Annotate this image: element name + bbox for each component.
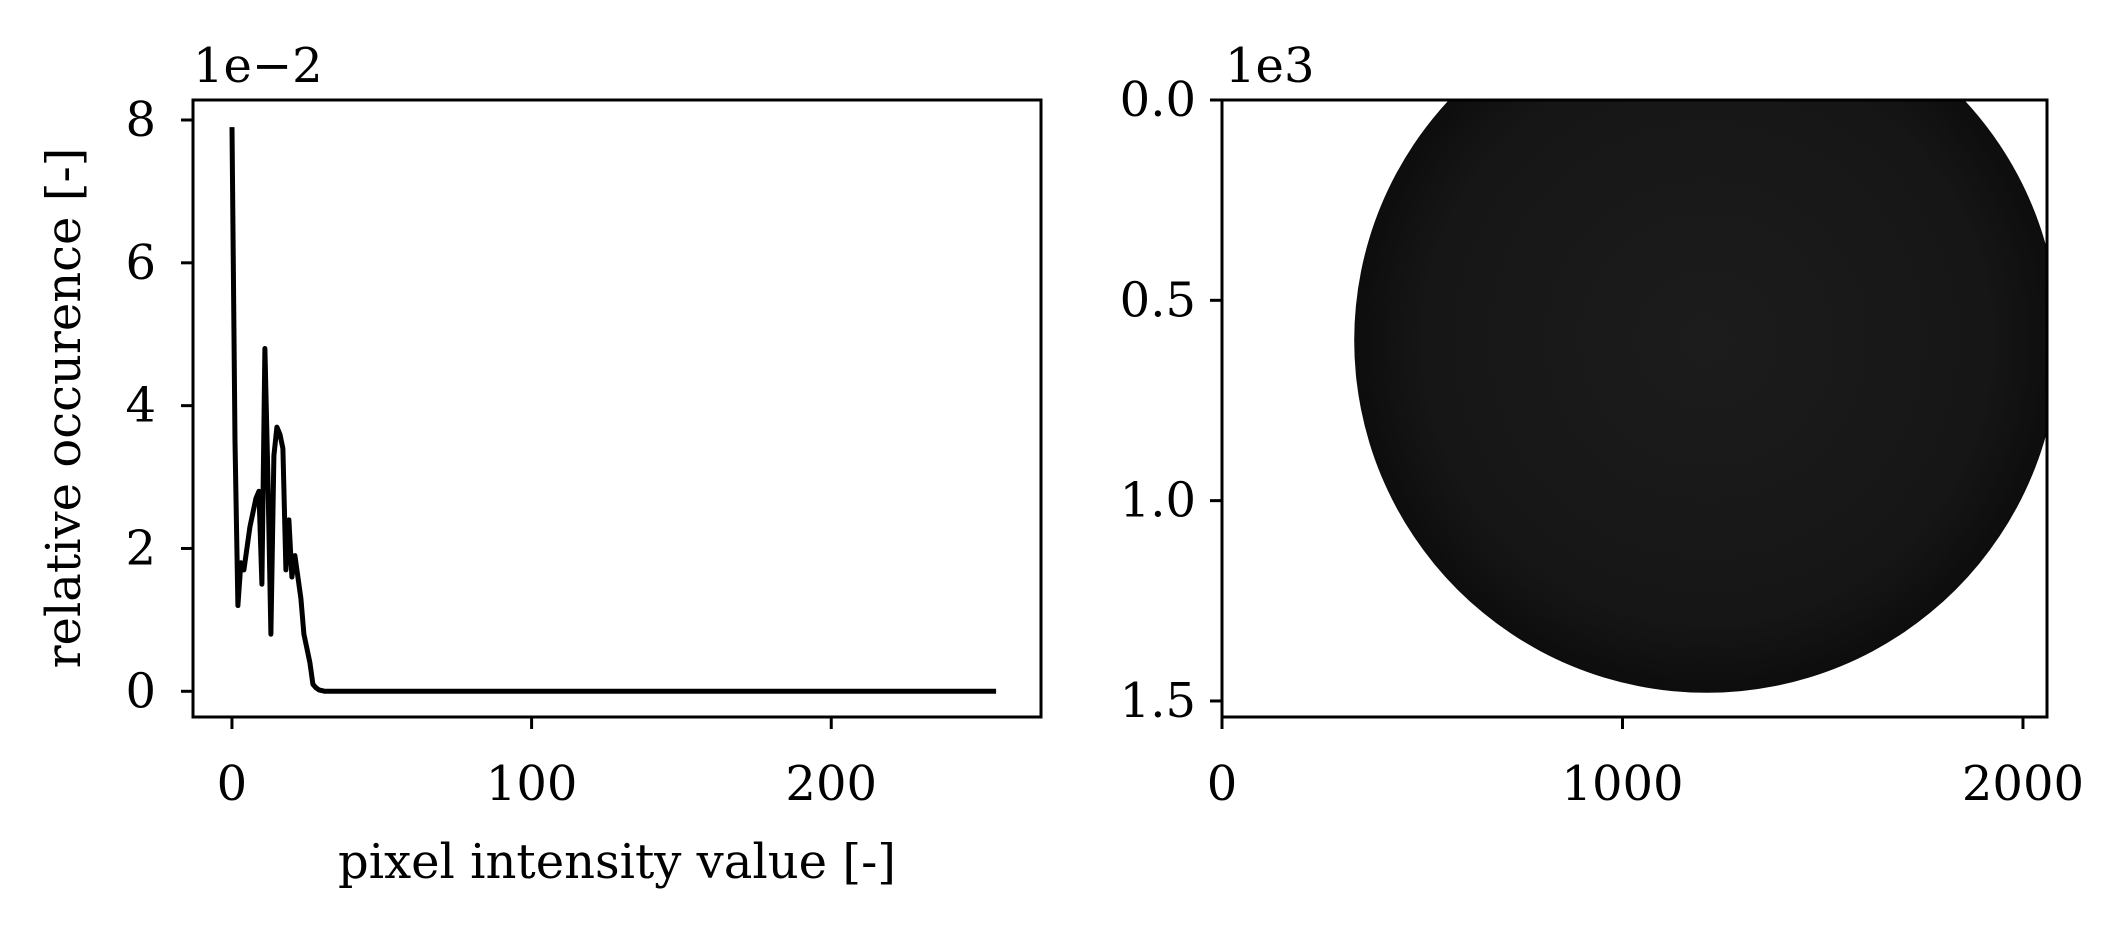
image-panel: 0 1000 2000 0.0 0.5 1.0 1.5 1e3	[1120, 38, 2084, 812]
histogram-y-offset-label: 1e−2	[193, 38, 323, 94]
image-offset-label: 1e3	[1225, 38, 1314, 94]
histogram-y-tick-label: 6	[125, 235, 156, 291]
histogram-series-line	[229, 127, 997, 694]
image-content	[1354, 100, 2047, 693]
image-x-ticks: 0 1000 2000	[1207, 717, 2084, 812]
image-y-tick-label: 1.0	[1120, 473, 1196, 529]
image-x-tick-label: 0	[1207, 756, 1238, 812]
histogram-y-tick-label: 2	[125, 520, 156, 576]
image-y-tick-label: 1.5	[1120, 673, 1196, 729]
image-axes-frame	[1220, 98, 2049, 719]
image-y-tick-label: 0.5	[1120, 272, 1196, 328]
histogram-x-tick-label: 200	[785, 756, 877, 812]
histogram-x-tick-label: 100	[486, 756, 578, 812]
dark-disk-image	[1354, 100, 2047, 693]
image-y-tick-label: 0.0	[1120, 72, 1196, 128]
image-y-ticks: 0.0 0.5 1.0 1.5	[1120, 72, 1222, 729]
histogram-y-axis-label: relative occurence [-]	[36, 148, 92, 669]
histogram-x-ticks: 0 100 200	[217, 717, 877, 812]
histogram-y-tick-label: 0	[125, 663, 156, 719]
histogram-x-axis-label: pixel intensity value [-]	[338, 834, 896, 890]
image-x-tick-label: 2000	[1962, 756, 2084, 812]
histogram-y-tick-label: 4	[125, 378, 156, 434]
histogram-x-tick-label: 0	[217, 756, 248, 812]
image-x-tick-label: 1000	[1561, 756, 1683, 812]
histogram-y-ticks: 0 2 4 6 8	[125, 92, 193, 719]
histogram-y-tick-label: 8	[125, 92, 156, 148]
histogram-axes-frame	[191, 98, 1043, 719]
